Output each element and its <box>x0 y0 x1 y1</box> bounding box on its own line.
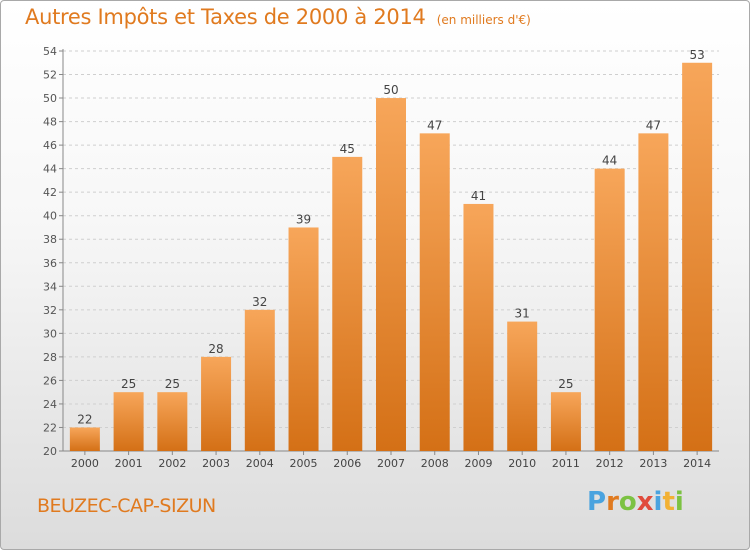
data-label-2009: 41 <box>471 189 486 203</box>
bar-2011 <box>550 392 581 451</box>
logo-letter: P <box>587 487 607 517</box>
bar-2006 <box>332 156 363 451</box>
y-tick-labels: 20 22 24 26 28 30 32 34 36 38 40 42 44 46 48 50 52 54 <box>43 45 57 458</box>
data-label-2006: 45 <box>340 142 355 156</box>
bar-2013 <box>638 133 669 451</box>
y-tick-label: 28 <box>43 351 57 364</box>
bar-2005 <box>288 227 319 451</box>
x-tick-label-2000: 2000 <box>71 457 99 470</box>
x-tick-label-2012: 2012 <box>596 457 624 470</box>
bar-2008 <box>419 133 450 451</box>
x-tick-label-2009: 2009 <box>464 457 492 470</box>
chart-title: Autres Impôts et Taxes de 2000 à 2014 <box>25 5 426 29</box>
y-tick-label: 36 <box>43 257 57 270</box>
data-label-2007: 50 <box>383 83 398 97</box>
data-label-2002: 25 <box>165 377 180 391</box>
data-label-2005: 39 <box>296 212 311 226</box>
bar-2004 <box>244 309 275 451</box>
data-label-2011: 25 <box>558 377 573 391</box>
bar-2001 <box>113 392 144 451</box>
x-tick-label-2014: 2014 <box>683 457 711 470</box>
x-tick-label-2001: 2001 <box>115 457 143 470</box>
logo-letter: i <box>674 487 684 517</box>
y-tick-label: 50 <box>43 92 57 105</box>
x-tick-label-2004: 2004 <box>246 457 274 470</box>
bar-2002 <box>157 392 188 451</box>
y-tick-label: 52 <box>43 69 57 82</box>
data-label-2000: 22 <box>77 412 92 426</box>
logo-letter: r <box>606 487 619 517</box>
logo-letter: o <box>618 487 637 517</box>
bar-2014 <box>682 62 713 451</box>
y-tick-label: 22 <box>43 421 57 434</box>
data-label-2014: 53 <box>689 48 704 62</box>
y-tick-label: 30 <box>43 327 57 340</box>
y-tick-label: 54 <box>43 45 57 58</box>
x-tick-label-2003: 2003 <box>202 457 230 470</box>
y-tick-label: 44 <box>43 163 57 176</box>
x-tick-label-2007: 2007 <box>377 457 405 470</box>
y-tick-label: 48 <box>43 116 57 129</box>
x-tick-label-2010: 2010 <box>508 457 536 470</box>
x-tick-label-2008: 2008 <box>421 457 449 470</box>
x-tick-label-2005: 2005 <box>290 457 318 470</box>
data-label-2012: 44 <box>602 154 617 168</box>
y-tick-label: 38 <box>43 233 57 246</box>
data-label-2013: 47 <box>646 118 661 132</box>
y-tick-label: 42 <box>43 186 57 199</box>
logo-letter: t <box>662 487 675 517</box>
bars <box>69 62 713 451</box>
logo-letter: i <box>653 487 663 517</box>
data-labels: 22 25 25 28 32 39 45 50 47 41 31 25 44 47 53 <box>77 48 705 427</box>
data-label-2008: 47 <box>427 118 442 132</box>
y-tick-label: 46 <box>43 139 57 152</box>
logo-letter: x <box>636 487 654 517</box>
y-tick-label: 20 <box>43 445 57 458</box>
x-tick-label-2006: 2006 <box>333 457 361 470</box>
x-tick-label-2011: 2011 <box>552 457 580 470</box>
bar-2010 <box>507 321 538 451</box>
y-tick-label: 32 <box>43 304 57 317</box>
x-tick-label-2002: 2002 <box>158 457 186 470</box>
data-label-2004: 32 <box>252 295 267 309</box>
bar-2012 <box>594 168 625 451</box>
bar-2009 <box>463 203 494 451</box>
y-tick-label: 34 <box>43 280 57 293</box>
chart-header: Autres Impôts et Taxes de 2000 à 2014 (e… <box>25 5 531 29</box>
y-tick-label: 40 <box>43 210 57 223</box>
chart-subtitle: (en milliers d'€) <box>436 13 531 27</box>
data-label-2001: 25 <box>121 377 136 391</box>
x-tick-label-2013: 2013 <box>639 457 667 470</box>
y-tick-label: 24 <box>43 398 57 411</box>
x-tick-labels: 2000 2001 2002 2003 2004 2005 2006 2007 2008 2009… <box>71 457 711 470</box>
y-tick-label: 26 <box>43 374 57 387</box>
bar-2003 <box>201 356 232 451</box>
data-label-2003: 28 <box>208 342 223 356</box>
proxiti-logo: Proxiti <box>587 487 684 517</box>
bar-2007 <box>376 98 406 451</box>
bar-2000 <box>69 427 100 451</box>
commune-name: BEUZEC-CAP-SIZUN <box>37 495 216 517</box>
data-label-2010: 31 <box>515 307 530 321</box>
